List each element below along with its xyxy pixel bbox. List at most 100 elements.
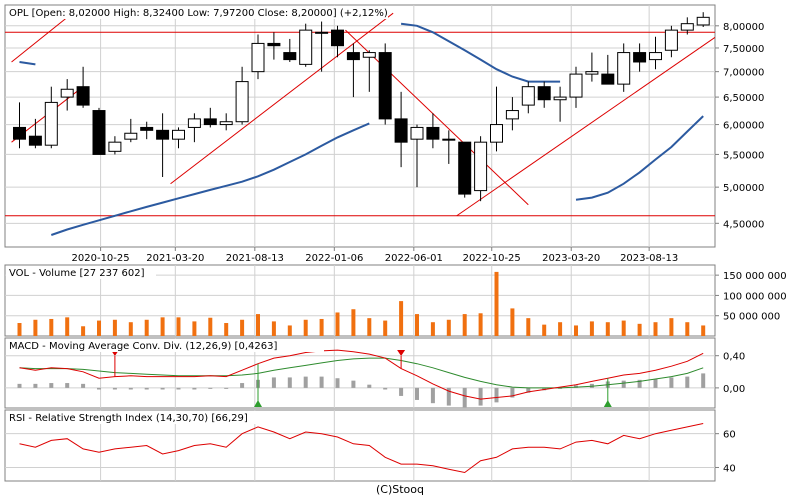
x-tick-label: 2023-03-20: [542, 253, 600, 264]
candle: [331, 25, 344, 58]
macd-histogram-bar: [399, 387, 404, 396]
macd-histogram-bar: [208, 387, 213, 389]
candle: [474, 136, 488, 202]
volume-bar: [367, 318, 372, 336]
candle-body-up: [410, 126, 424, 140]
candle: [92, 107, 106, 155]
title-bg: [6, 339, 324, 352]
candle: [60, 79, 74, 111]
volume-bar: [462, 314, 467, 336]
candle-body-down: [331, 29, 344, 47]
volume-bar: [430, 322, 435, 336]
candle-body-up: [219, 121, 233, 126]
volume-bar: [399, 301, 404, 336]
volume-bar: [208, 317, 213, 336]
candle: [649, 36, 662, 70]
macd-histogram-bar: [415, 387, 419, 400]
volume-bar: [65, 317, 70, 336]
candle-body-down: [458, 141, 472, 195]
macd-histogram-bar: [621, 380, 626, 388]
trendline: [456, 36, 715, 217]
macd-histogram-bar: [462, 387, 467, 408]
volume-bar: [160, 317, 165, 336]
macd-histogram-bar: [17, 383, 22, 388]
candle-body-up: [617, 52, 631, 85]
candle-body-up: [505, 110, 519, 120]
macd-histogram-bar: [287, 377, 292, 388]
macd-histogram-bar: [192, 387, 197, 390]
volume-bar: [558, 322, 563, 336]
macd-histogram-bar: [335, 378, 340, 388]
macd-signal-line: [19, 357, 704, 389]
volume-bar: [287, 325, 292, 336]
candle: [124, 118, 138, 143]
moving-average-line: [19, 61, 36, 66]
macd-histogram-bar: [97, 387, 101, 390]
candle-body-down: [394, 118, 408, 143]
candle: [426, 113, 440, 149]
macd-histogram-bar: [176, 387, 181, 390]
moving-average-line: [575, 115, 704, 201]
candle-body-up: [649, 52, 662, 61]
volume-bar: [621, 320, 626, 336]
candle-body-down: [92, 110, 106, 155]
candle: [569, 66, 583, 108]
candle-body-down: [426, 126, 440, 140]
candle-body-down: [76, 86, 90, 106]
volume-bar: [319, 318, 324, 336]
candle-body-down: [283, 52, 297, 61]
price-y-tick-label: 6,00000: [723, 121, 764, 132]
volume-bar: [112, 319, 117, 336]
candle: [251, 34, 265, 80]
volume-title: VOL - Volume [27 237 602]: [9, 268, 145, 279]
macd-line: [19, 349, 704, 400]
price-y-tick-label: 7,00000: [723, 68, 764, 79]
candle: [172, 127, 185, 149]
volume-bar: [33, 319, 38, 336]
candle-body-down: [203, 118, 217, 126]
price-y-tick-label: 8,00000: [723, 22, 764, 33]
candle-body-down: [633, 52, 647, 63]
candle-body-down: [28, 135, 42, 146]
candle: [490, 86, 503, 152]
x-tick-label: 2022-01-06: [305, 253, 363, 264]
candle-body-up: [569, 73, 583, 98]
macd-histogram-bar: [271, 377, 276, 388]
x-tick-label: 2020-10-25: [72, 253, 130, 264]
macd-y-tick-label: 0,40: [723, 352, 745, 363]
candle: [299, 23, 313, 67]
price-panel-frame: [4, 4, 716, 248]
title-bg: [6, 411, 296, 424]
candle-body-up: [108, 141, 122, 152]
candle-body-up: [680, 23, 694, 31]
candle: [108, 136, 122, 155]
volume-bar: [335, 312, 340, 336]
candle: [680, 17, 694, 35]
trendline: [345, 29, 529, 206]
rsi-panel: 40 60 RSI - Relative Strength Index (14,30…: [4, 409, 736, 482]
candle-body-down: [156, 129, 170, 140]
candle: [521, 81, 535, 114]
candle-body-up: [696, 16, 710, 26]
candle: [140, 121, 154, 140]
title-bg: [6, 6, 388, 19]
candle: [267, 32, 281, 60]
volume-bar: [383, 320, 388, 336]
candle-body-up: [172, 129, 185, 140]
volume-bar: [542, 324, 547, 336]
macd-histogram-bar: [49, 383, 54, 388]
candle: [442, 130, 456, 164]
macd-histogram-bar: [478, 387, 483, 406]
volume-bar: [224, 323, 229, 336]
candle: [283, 38, 297, 62]
macd-histogram-bar: [685, 376, 690, 388]
candle: [553, 86, 567, 122]
volume-bar: [574, 325, 578, 336]
candle: [505, 97, 519, 131]
macd-buy-marker: [603, 400, 612, 407]
candle: [315, 21, 329, 72]
macd-histogram-bar: [430, 387, 435, 404]
candle-body-up: [585, 71, 599, 75]
volume-bar: [176, 317, 181, 336]
candle-body-down: [346, 52, 360, 61]
